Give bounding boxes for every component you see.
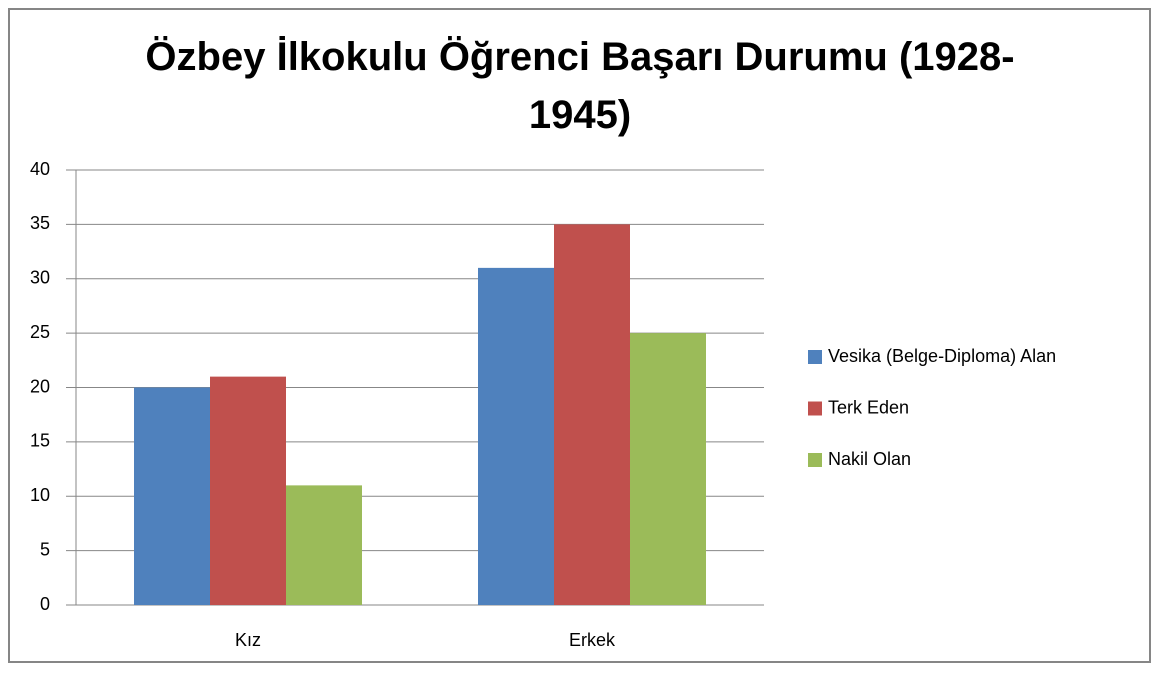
y-tick-label: 35 bbox=[30, 213, 50, 233]
y-tick-label: 20 bbox=[30, 376, 50, 396]
chart-title: Özbey İlkokulu Öğrenci Başarı Durumu (19… bbox=[145, 35, 1015, 137]
bar bbox=[478, 267, 554, 605]
y-tick-label: 40 bbox=[30, 159, 50, 179]
bar bbox=[286, 485, 362, 605]
y-tick-label: 5 bbox=[40, 539, 50, 559]
x-tick-label: Kız bbox=[235, 630, 261, 650]
legend-swatch bbox=[808, 453, 822, 467]
chart-border bbox=[8, 8, 1151, 663]
legend-swatch bbox=[808, 401, 822, 416]
y-tick-label: 0 bbox=[40, 594, 50, 614]
legend-swatch bbox=[808, 350, 822, 364]
x-tick-label: Erkek bbox=[569, 630, 616, 650]
legend-label: Terk Eden bbox=[828, 397, 909, 417]
bar bbox=[210, 376, 286, 605]
legend-label: Nakil Olan bbox=[828, 449, 911, 469]
bar bbox=[554, 224, 630, 605]
y-tick-label: 30 bbox=[30, 268, 50, 288]
bar bbox=[630, 333, 706, 605]
y-tick-label: 10 bbox=[30, 485, 50, 505]
y-tick-label: 25 bbox=[30, 322, 50, 342]
y-tick-label: 15 bbox=[30, 431, 50, 451]
legend-label: Vesika (Belge-Diploma) Alan bbox=[828, 346, 1056, 366]
bar bbox=[134, 387, 210, 605]
